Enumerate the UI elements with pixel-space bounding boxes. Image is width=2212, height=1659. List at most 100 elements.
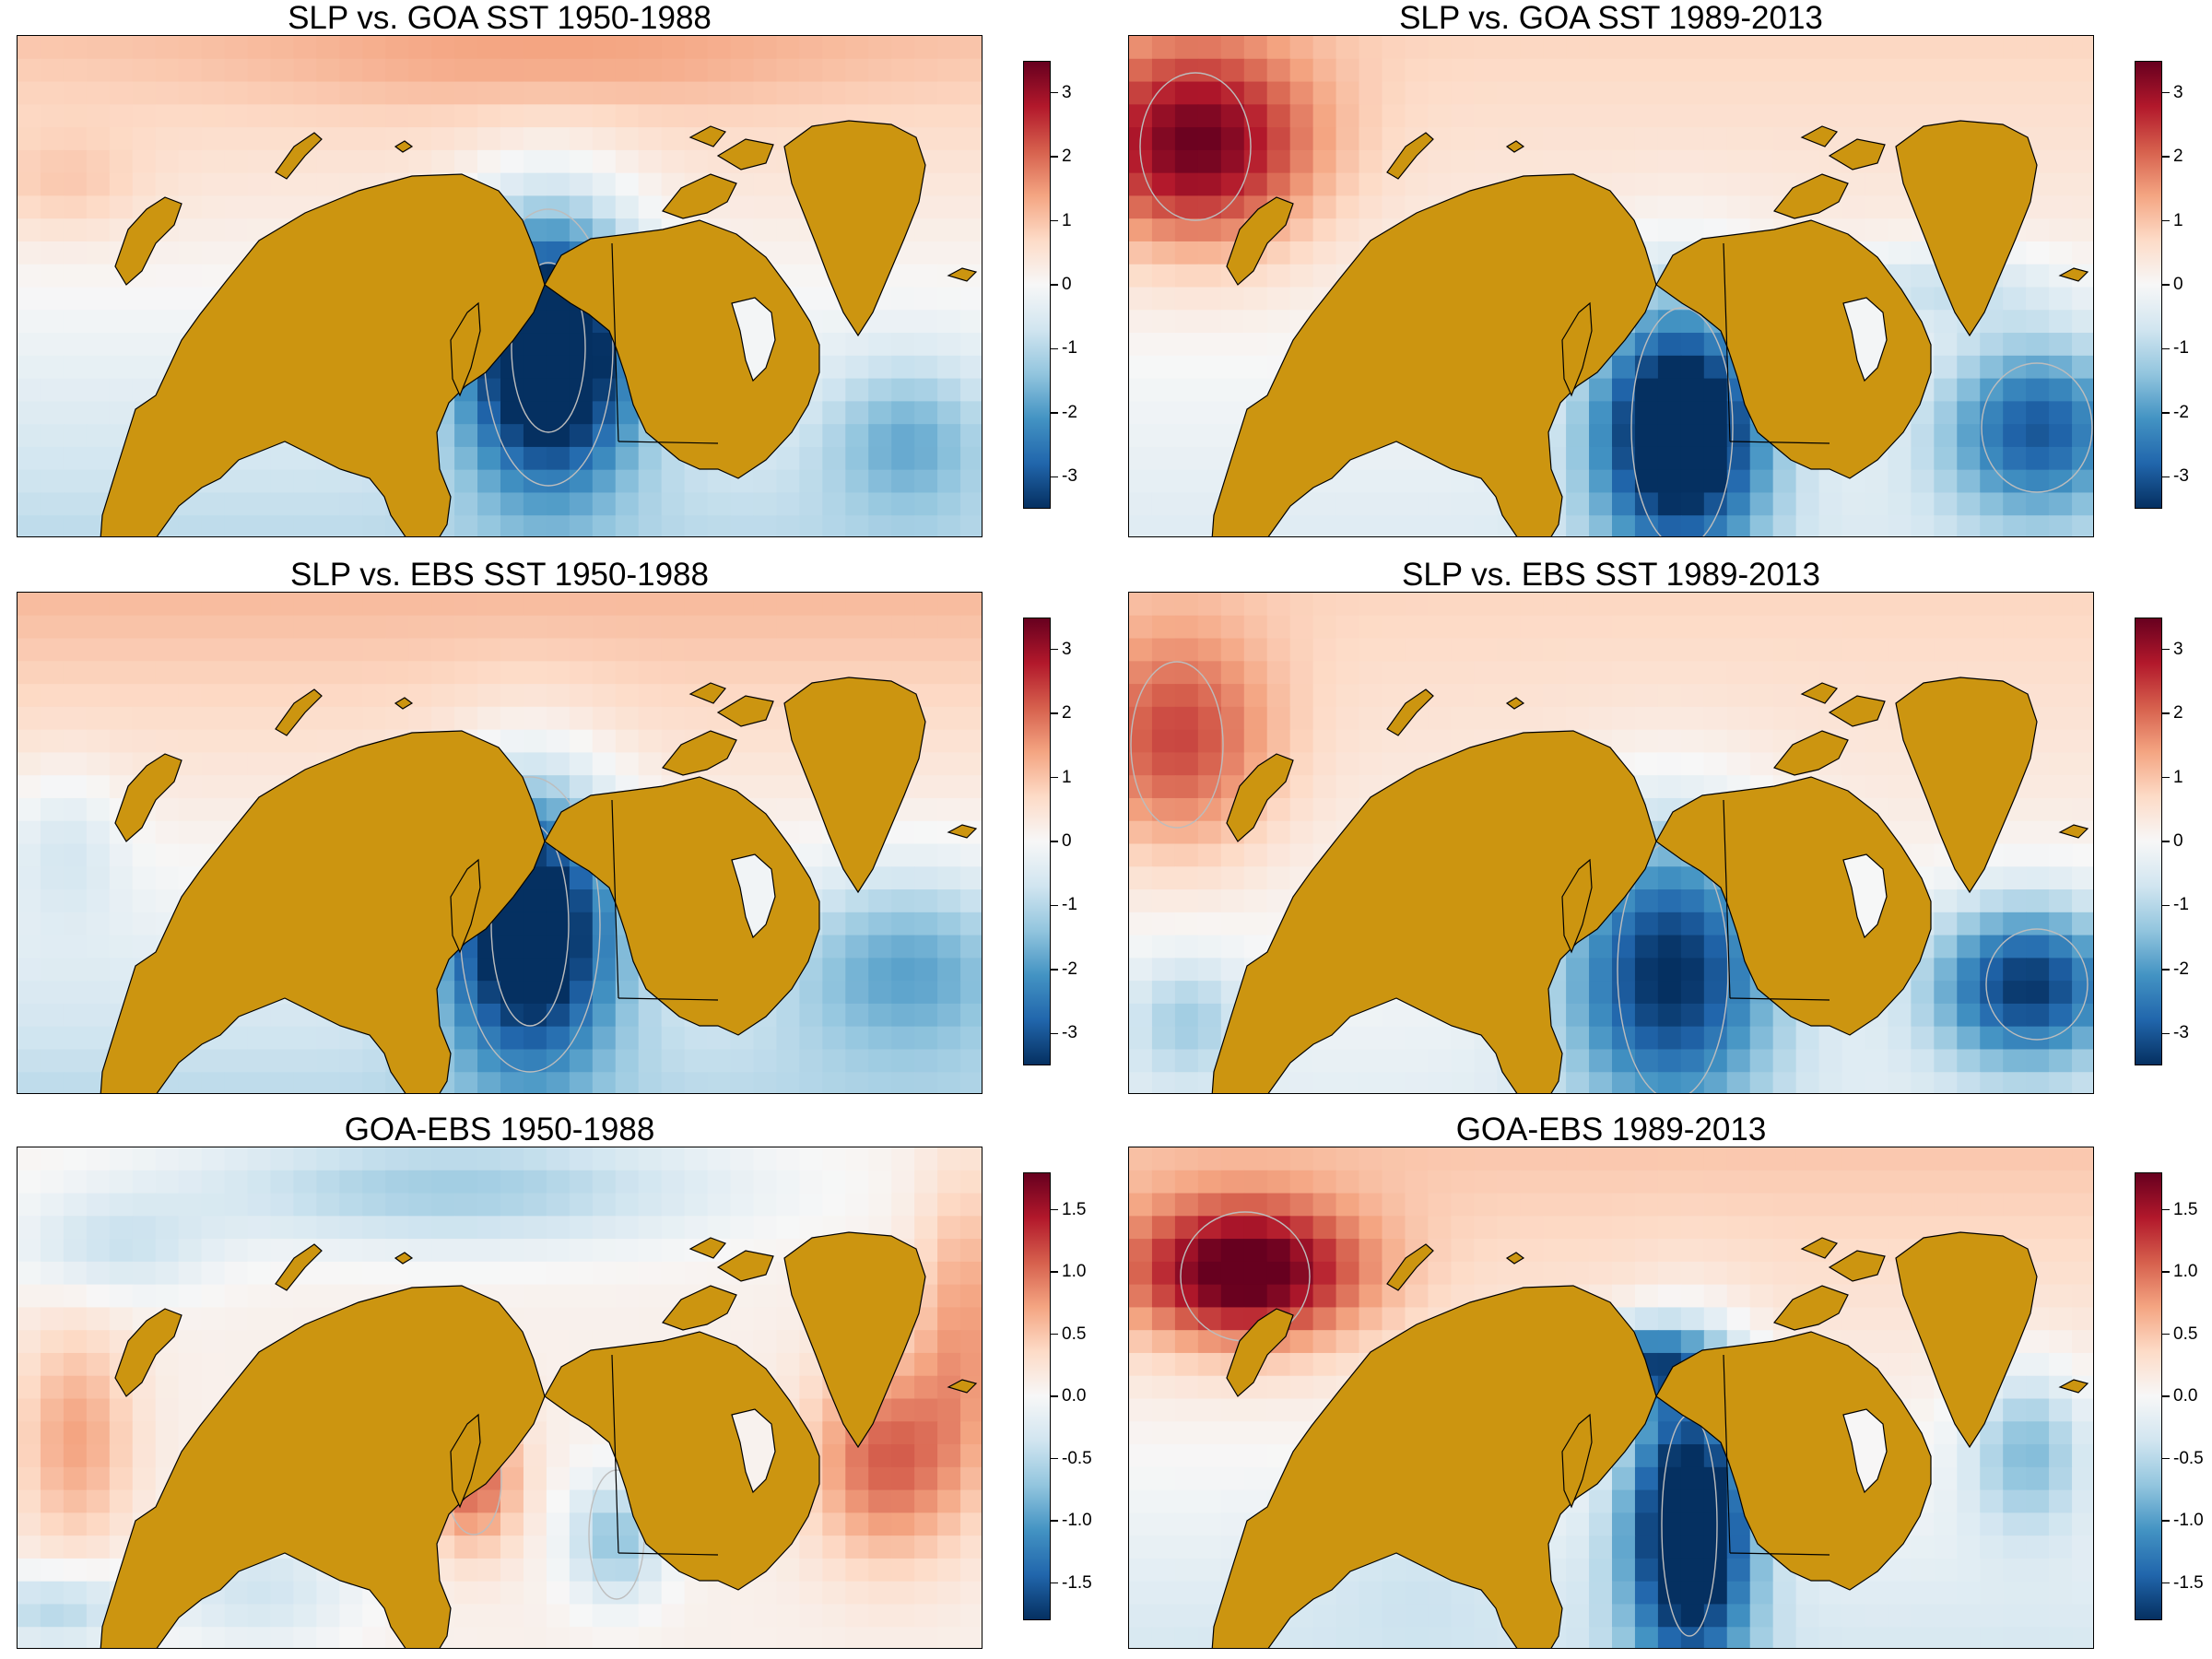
field-cell — [362, 706, 386, 731]
field-cell — [132, 1444, 157, 1468]
field-cell — [845, 515, 869, 536]
field-cell — [178, 638, 203, 662]
field-cell — [1841, 615, 1866, 640]
field-cell — [2003, 446, 2027, 471]
field-cell — [201, 729, 226, 754]
field-cell — [2003, 424, 2027, 448]
field-cell — [1888, 593, 1912, 617]
field-cell — [1589, 1003, 1613, 1028]
field-cell — [86, 1147, 111, 1171]
scale-tick — [2162, 648, 2170, 651]
field-cell — [1818, 593, 1843, 617]
field-cell — [661, 149, 686, 174]
field-cell — [1312, 36, 1337, 60]
field-cell — [868, 36, 892, 60]
field-cell — [1934, 593, 1958, 617]
field-cell — [684, 149, 709, 174]
field-cell — [914, 264, 938, 288]
field-cell — [546, 58, 571, 83]
field-cell — [1129, 36, 1153, 60]
field-cell — [454, 958, 478, 982]
field-cell — [868, 1193, 892, 1217]
field-cell — [18, 1444, 41, 1468]
field-cell — [86, 981, 111, 1005]
field-cell — [1428, 1170, 1452, 1194]
field-cell — [661, 1026, 686, 1051]
field-cell — [2072, 355, 2093, 380]
field-cell — [247, 1147, 272, 1171]
field-cell — [523, 492, 547, 516]
field-cell — [63, 355, 88, 380]
field-cell — [1957, 36, 1981, 60]
field-cell — [776, 241, 800, 265]
field-cell — [638, 1147, 663, 1171]
field-cell — [178, 241, 203, 265]
field-cell — [18, 492, 41, 516]
field-cell — [86, 866, 111, 890]
field-cell — [546, 889, 571, 913]
field-cell — [1865, 218, 1889, 242]
field-cell — [63, 912, 88, 936]
field-cell — [523, 333, 547, 357]
field-cell — [1749, 469, 1774, 494]
field-cell — [109, 1512, 134, 1536]
field-cell — [1174, 401, 1199, 425]
field-cell — [615, 1261, 640, 1286]
field-cell — [799, 36, 823, 60]
field-cell — [638, 593, 663, 617]
field-cell — [937, 912, 961, 936]
field-cell — [155, 684, 180, 708]
field-cell — [684, 1261, 709, 1286]
field-cell — [1865, 593, 1889, 617]
field-cell — [1957, 401, 1981, 425]
field-cell — [1749, 515, 1774, 536]
field-cell — [730, 1193, 755, 1217]
field-cell — [1405, 1170, 1429, 1194]
field-cell — [109, 1284, 134, 1309]
landmass — [662, 173, 737, 219]
field-cell — [891, 401, 915, 425]
field-cell — [845, 1466, 869, 1491]
country-border — [1729, 997, 1830, 1001]
field-cell — [1589, 935, 1613, 959]
field-cell — [569, 1627, 594, 1648]
field-cell — [592, 615, 617, 640]
field-cell — [2049, 1072, 2073, 1093]
field-cell — [1312, 797, 1337, 822]
field-cell — [1174, 729, 1199, 754]
field-cell — [1634, 1170, 1659, 1194]
field-cell — [2072, 684, 2093, 708]
field-cell — [270, 615, 295, 640]
field-cell — [523, 378, 547, 402]
field-cell — [1911, 981, 1935, 1005]
field-cell — [960, 1147, 982, 1171]
field-cell — [1657, 661, 1682, 685]
field-cell — [868, 1535, 892, 1559]
field-cell — [224, 469, 249, 494]
field-cell — [845, 1049, 869, 1073]
field-cell — [1174, 492, 1199, 516]
field-cell — [477, 1193, 501, 1217]
field-cell — [1174, 1170, 1199, 1194]
field-cell — [1520, 81, 1544, 105]
field-cell — [109, 615, 134, 640]
field-cell — [63, 104, 88, 128]
field-cell — [362, 593, 386, 617]
field-cell — [178, 1072, 203, 1093]
field-cell — [1680, 36, 1705, 60]
field-cell — [753, 1216, 778, 1240]
field-cell — [40, 958, 65, 982]
field-cell — [592, 172, 617, 197]
field-cell — [1612, 912, 1636, 936]
field-cell — [914, 1604, 938, 1628]
field-cell — [63, 1216, 88, 1240]
field-cell — [224, 218, 249, 242]
field-cell — [109, 310, 134, 334]
field-cell — [63, 820, 88, 845]
field-cell — [569, 684, 594, 708]
field-cell — [1888, 775, 1912, 799]
field-cell — [247, 1284, 272, 1309]
field-cell — [224, 1049, 249, 1073]
field-cell — [753, 1193, 778, 1217]
field-cell — [1243, 127, 1268, 151]
